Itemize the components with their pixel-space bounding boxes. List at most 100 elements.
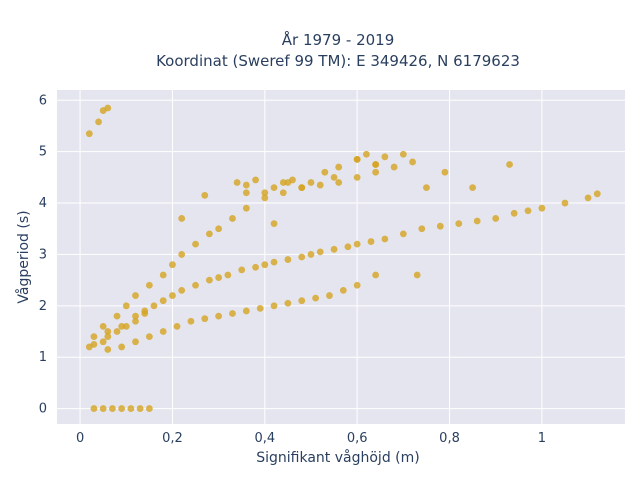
x-tick-label: 0 bbox=[76, 431, 84, 446]
data-point bbox=[441, 168, 449, 176]
data-point bbox=[298, 184, 306, 192]
data-point bbox=[242, 181, 250, 189]
data-point bbox=[90, 340, 98, 348]
y-tick-label: 6 bbox=[39, 93, 47, 108]
data-point bbox=[145, 281, 153, 289]
data-point bbox=[252, 263, 259, 271]
data-point bbox=[95, 118, 102, 126]
data-point bbox=[159, 328, 167, 335]
data-point bbox=[201, 191, 209, 199]
data-point bbox=[192, 281, 199, 289]
data-point bbox=[335, 179, 343, 186]
data-point bbox=[270, 184, 278, 192]
data-point bbox=[372, 271, 380, 279]
data-point bbox=[413, 271, 421, 279]
data-point bbox=[192, 240, 199, 248]
data-point bbox=[344, 243, 352, 251]
data-point bbox=[270, 302, 278, 310]
data-point bbox=[372, 161, 380, 168]
data-point bbox=[150, 302, 158, 310]
data-point bbox=[436, 222, 444, 230]
data-point bbox=[469, 184, 477, 192]
data-point bbox=[455, 220, 463, 228]
x-tick-label: 0,8 bbox=[439, 431, 460, 446]
data-point bbox=[399, 230, 407, 238]
data-point bbox=[132, 338, 139, 346]
data-point bbox=[145, 405, 153, 412]
data-point bbox=[132, 312, 139, 320]
data-point bbox=[178, 215, 186, 222]
data-point bbox=[104, 328, 112, 335]
chart-title-line-1: År 1979 - 2019 bbox=[282, 30, 395, 49]
data-point bbox=[104, 104, 112, 112]
data-point bbox=[381, 235, 389, 243]
data-point bbox=[118, 405, 126, 412]
data-point bbox=[593, 190, 601, 198]
data-point bbox=[418, 225, 426, 233]
data-point bbox=[492, 215, 500, 222]
data-point bbox=[367, 238, 375, 245]
data-point bbox=[205, 230, 213, 238]
chart-title-line-2: Koordinat (Sweref 99 TM): E 349426, N 61… bbox=[156, 52, 520, 70]
data-point bbox=[584, 194, 592, 202]
data-point bbox=[233, 179, 241, 186]
data-point bbox=[284, 299, 292, 307]
data-point bbox=[335, 163, 343, 171]
data-point bbox=[353, 240, 361, 248]
data-point bbox=[307, 251, 315, 258]
data-point bbox=[104, 333, 112, 341]
data-point bbox=[99, 322, 107, 330]
data-point bbox=[215, 225, 223, 233]
data-point bbox=[353, 173, 361, 181]
data-point bbox=[136, 405, 144, 412]
data-point bbox=[229, 215, 236, 222]
data-point bbox=[141, 307, 149, 315]
data-point bbox=[298, 253, 306, 261]
x-tick-labels: 0 0,2 0,4 0,6 0,8 1 bbox=[76, 431, 546, 446]
data-point bbox=[409, 158, 416, 166]
data-point bbox=[99, 338, 107, 346]
data-point bbox=[270, 220, 278, 228]
x-tick-label: 0,6 bbox=[347, 431, 368, 446]
data-point bbox=[109, 405, 116, 412]
data-point bbox=[113, 312, 121, 320]
x-tick-label: 0,4 bbox=[254, 431, 275, 446]
data-point bbox=[159, 271, 167, 279]
x-tick-label: 1 bbox=[538, 431, 546, 446]
data-point bbox=[339, 287, 347, 294]
y-tick-label: 1 bbox=[39, 350, 47, 365]
data-point bbox=[242, 307, 250, 315]
data-points bbox=[85, 104, 601, 412]
y-tick-label: 0 bbox=[39, 402, 47, 417]
data-point bbox=[118, 343, 126, 351]
data-point bbox=[316, 248, 324, 256]
data-point bbox=[242, 189, 250, 197]
data-point bbox=[90, 333, 98, 341]
data-point bbox=[353, 281, 361, 289]
y-tick-label: 5 bbox=[39, 145, 47, 160]
y-tick-label: 3 bbox=[39, 247, 47, 262]
data-point bbox=[326, 292, 333, 299]
data-point bbox=[104, 346, 112, 353]
y-axis-title: Vågperiod (s) bbox=[15, 210, 32, 303]
data-point bbox=[132, 317, 139, 325]
data-point bbox=[238, 266, 246, 274]
data-point bbox=[187, 317, 195, 325]
data-point bbox=[127, 405, 135, 412]
data-point bbox=[178, 251, 186, 258]
x-axis-title: Signifikant våghöjd (m) bbox=[256, 449, 419, 466]
data-point bbox=[321, 168, 329, 176]
data-point bbox=[524, 207, 532, 215]
data-point bbox=[215, 312, 223, 320]
data-point bbox=[261, 261, 269, 269]
x-gridlines bbox=[79, 90, 543, 424]
data-point bbox=[312, 294, 320, 302]
x-tick-label: 0,2 bbox=[162, 431, 183, 446]
data-point bbox=[353, 155, 361, 163]
data-point bbox=[178, 287, 186, 294]
plot-area bbox=[57, 90, 625, 424]
data-point bbox=[399, 150, 407, 158]
data-point bbox=[169, 261, 176, 269]
data-point bbox=[330, 173, 338, 181]
